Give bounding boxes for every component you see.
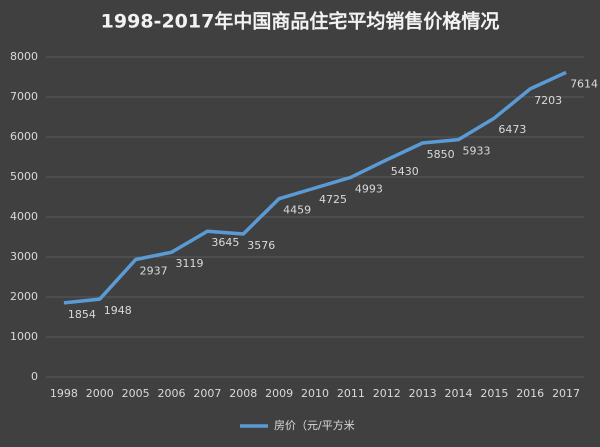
y-tick-label: 4000 [10,210,38,223]
data-label: 7203 [534,94,562,107]
data-label: 3576 [247,239,275,252]
x-tick-label: 2011 [337,387,365,400]
x-tick-label: 2006 [158,387,186,400]
x-tick-label: 2007 [193,387,221,400]
y-tick-label: 2000 [10,290,38,303]
data-label: 4993 [355,182,383,195]
x-tick-label: 2010 [301,387,329,400]
x-tick-label: 2012 [373,387,401,400]
data-label: 1854 [68,308,96,321]
data-label: 2937 [140,265,168,278]
series-line [63,70,567,305]
data-label: 6473 [498,123,526,136]
data-label: 4725 [319,193,347,206]
data-label: 3119 [176,257,204,270]
y-tick-label: 7000 [10,90,38,103]
chart-title: 1998-2017年中国商品住宅平均销售价格情况 [101,10,500,33]
data-label: 3645 [211,236,239,249]
data-label: 4459 [283,204,311,217]
y-tick-label: 0 [31,370,38,383]
data-label: 1948 [104,304,132,317]
x-tick-label: 2008 [229,387,257,400]
data-label: 5850 [427,148,455,161]
y-tick-label: 3000 [10,250,38,263]
data-label: 7614 [570,77,598,90]
x-tick-label: 2013 [409,387,437,400]
data-label: 5430 [391,165,419,178]
x-tick-label: 2009 [265,387,293,400]
y-tick-label: 5000 [10,170,38,183]
x-tick-label: 2017 [552,387,580,400]
x-tick-label: 2005 [122,387,150,400]
y-tick-label: 1000 [10,330,38,343]
x-tick-label: 2000 [86,387,114,400]
y-tick-label: 8000 [10,50,38,63]
data-label: 5933 [462,145,490,158]
x-tick-label: 2015 [480,387,508,400]
x-tick-label: 1998 [50,387,78,400]
x-tick-label: 2014 [444,387,472,400]
y-tick-label: 6000 [10,130,38,143]
legend-label: 房价（元/平方米 [274,418,355,432]
x-tick-label: 2016 [516,387,544,400]
